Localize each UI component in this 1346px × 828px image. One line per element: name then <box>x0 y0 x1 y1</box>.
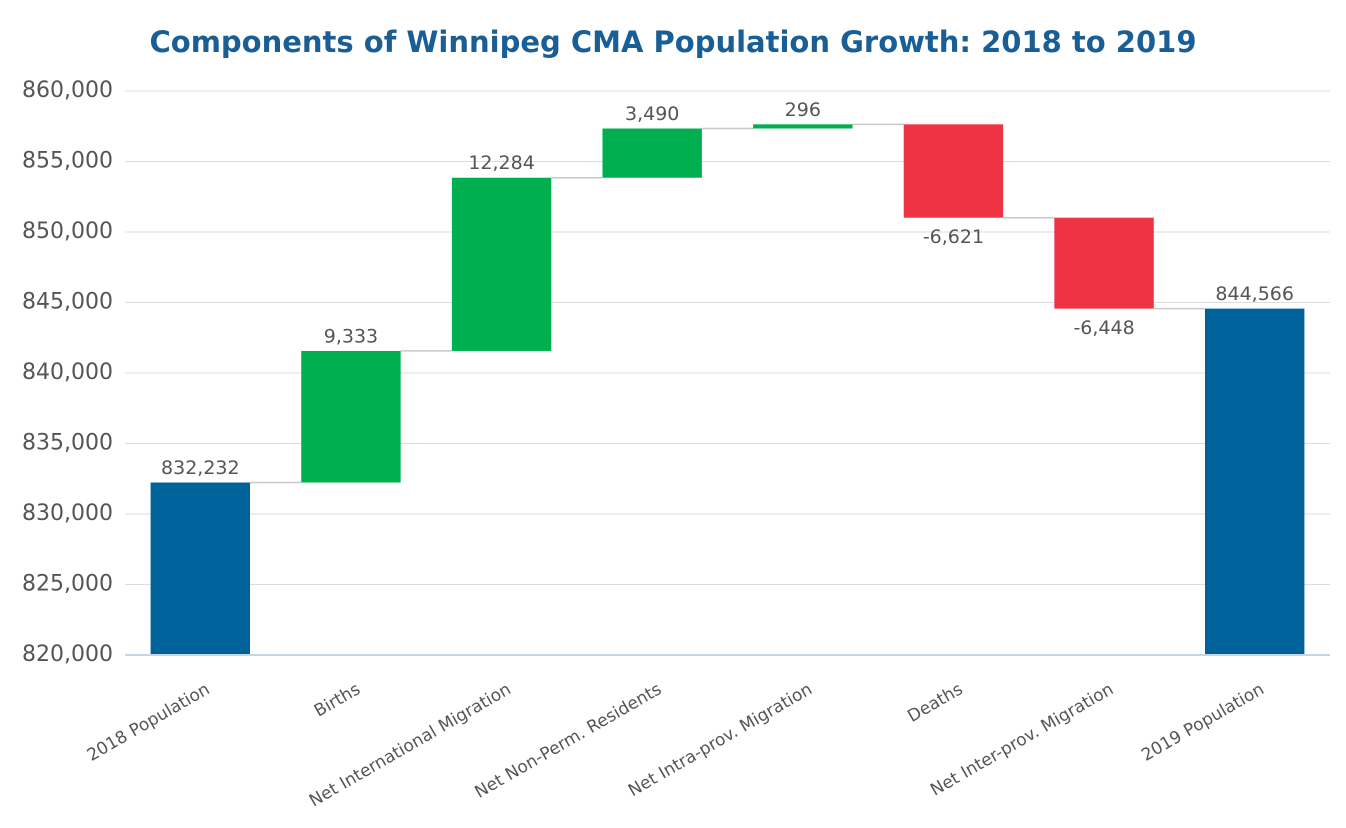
value-label: 3,490 <box>625 103 679 125</box>
bar <box>1204 308 1305 655</box>
bar <box>1054 217 1154 309</box>
y-tick-label: 825,000 <box>22 572 113 597</box>
value-label: 832,232 <box>161 457 240 479</box>
y-tick-label: 840,000 <box>22 360 113 385</box>
bar <box>602 128 702 178</box>
y-tick-label: 850,000 <box>22 219 113 244</box>
y-tick-label: 855,000 <box>22 149 113 174</box>
y-tick-label: 860,000 <box>22 78 113 103</box>
value-label: -6,621 <box>923 226 984 248</box>
value-label: 12,284 <box>468 152 534 174</box>
bar <box>903 124 1004 218</box>
bar <box>150 482 251 655</box>
x-tick-label: Births <box>311 679 364 721</box>
value-label: 9,333 <box>324 325 378 347</box>
bar <box>753 124 853 129</box>
x-tick-label: Deaths <box>904 679 966 727</box>
y-tick-label: 835,000 <box>22 431 113 456</box>
bar <box>451 177 552 351</box>
y-tick-label: 830,000 <box>22 501 113 526</box>
value-label: 844,566 <box>1215 283 1294 305</box>
value-label: -6,448 <box>1073 317 1134 339</box>
chart-title: Components of Winnipeg CMA Population Gr… <box>149 25 1196 59</box>
y-tick-label: 845,000 <box>22 290 113 315</box>
x-tick-label: 2019 Population <box>1138 679 1267 765</box>
x-tick-label: 2018 Population <box>84 679 213 765</box>
y-tick-label: 820,000 <box>22 642 113 667</box>
value-label: 296 <box>785 99 821 121</box>
bar <box>301 350 401 483</box>
